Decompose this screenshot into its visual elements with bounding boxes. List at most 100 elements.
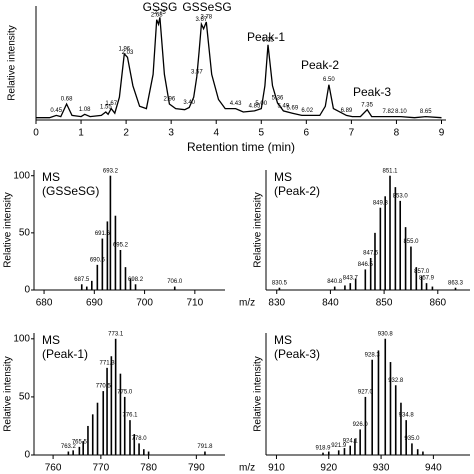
- peak-annotation: Peak-3: [353, 85, 391, 99]
- x-tick-label: 940: [425, 463, 442, 474]
- peak-label: 1.96: [118, 46, 130, 52]
- peak-label: 8.65: [420, 109, 432, 115]
- peak-label: 4.43: [230, 101, 242, 107]
- y-tick-label: 50: [19, 227, 31, 238]
- panel-title: MS: [42, 170, 60, 184]
- panel-title: MS: [274, 170, 292, 184]
- peak-label: 776.1: [122, 413, 138, 419]
- x-tick-label: 790: [188, 463, 205, 474]
- peak-label: 830.5: [272, 280, 288, 286]
- peak-label: 1.55: [100, 105, 112, 111]
- peak-label: 763.2: [61, 444, 77, 450]
- peak-label: 5.49: [278, 103, 290, 109]
- x-tick-label: 760: [45, 463, 62, 474]
- peak-label: 928.3: [365, 352, 381, 358]
- peak-label: 5.36: [272, 95, 284, 101]
- peak-label: 687.5: [74, 277, 90, 283]
- peak-label: 2.03: [122, 50, 134, 56]
- peak-label: 3.57: [191, 69, 203, 75]
- peak-annotation: GSSeSG: [182, 0, 231, 14]
- peak-label: 5.15: [262, 37, 274, 43]
- x-tick-label: 5: [258, 128, 264, 139]
- y-tick-label: 0: [24, 450, 30, 461]
- x-tick-label: 920: [320, 463, 337, 474]
- peak-label: 2.96: [164, 97, 176, 103]
- peak-label: 851.1: [383, 168, 399, 174]
- peak-label: 690.6: [90, 257, 106, 263]
- x-tick-label: 2: [123, 128, 129, 139]
- x-tick-label: 910: [268, 463, 285, 474]
- chromatogram-trace: [36, 17, 442, 119]
- peak-label: 778.0: [132, 436, 148, 442]
- x-tick-label: 770: [93, 463, 110, 474]
- x-tick-label: 860: [429, 298, 446, 309]
- peak-label: 6.50: [323, 77, 335, 83]
- peak-label: 1.67: [105, 101, 117, 107]
- x-tick-label: 3: [168, 128, 174, 139]
- x-axis-label: m/z: [239, 298, 255, 309]
- x-axis-label: m/z: [239, 463, 255, 474]
- peak-label: 855.0: [403, 239, 419, 245]
- peak-label: 0.45: [50, 108, 62, 114]
- peak-label: 5.69: [287, 106, 299, 112]
- peak-label: 0.68: [61, 97, 73, 103]
- peak-label: 847.5: [363, 251, 379, 257]
- peak-label: 2.75: [154, 10, 166, 16]
- peak-label: 934.8: [399, 413, 415, 419]
- peak-label: 3.40: [183, 100, 195, 106]
- peak-label: 3.78: [200, 15, 212, 21]
- x-tick-label: 840: [322, 298, 339, 309]
- x-tick-label: 830: [268, 298, 285, 309]
- x-tick-label: 4: [213, 128, 219, 139]
- panel-subtitle: (Peak-2): [274, 184, 320, 198]
- x-tick-label: 680: [36, 298, 53, 309]
- peak-label: 930.8: [378, 331, 394, 337]
- peak-label: 7.35: [361, 102, 373, 108]
- x-axis-label: Retention time (min): [187, 140, 295, 154]
- y-tick-label: 50: [19, 392, 31, 403]
- y-axis-label: Relative intensity: [253, 356, 264, 432]
- peak-label: 857.0: [414, 269, 430, 275]
- peak-label: 773.1: [108, 331, 124, 337]
- peak-label: 6.02: [301, 108, 313, 114]
- peak-label: 1.08: [79, 107, 91, 113]
- peak-label: 932.8: [388, 378, 404, 384]
- peak-label: 771.3: [100, 360, 116, 366]
- peak-label: 770.5: [96, 384, 112, 390]
- y-tick-label: 100: [13, 170, 30, 181]
- panel-title: MS: [42, 333, 60, 347]
- peak-label: 926.0: [353, 422, 369, 428]
- x-tick-label: 0: [33, 128, 39, 139]
- x-tick-label: 850: [376, 298, 393, 309]
- x-tick-label: 8: [394, 128, 400, 139]
- panel-title: MS: [274, 333, 292, 347]
- peak-label: 695.2: [113, 243, 129, 249]
- y-axis-label: Relative intensity: [253, 192, 264, 268]
- peak-label: 935.0: [404, 436, 420, 442]
- peak-label: 5.00: [255, 101, 267, 107]
- peak-label: 927.0: [358, 389, 374, 395]
- peak-label: 765.5: [72, 439, 88, 445]
- y-axis-label: Relative intensity: [3, 356, 14, 432]
- peak-label: 775.0: [117, 389, 133, 395]
- x-tick-label: 930: [373, 463, 390, 474]
- peak-annotation: Peak-1: [247, 30, 285, 44]
- x-tick-label: 700: [136, 298, 153, 309]
- y-axis-label: Relative intensity: [3, 192, 14, 268]
- panel-subtitle: (Peak-1): [42, 347, 88, 361]
- peak-annotation: GSSG: [143, 0, 178, 14]
- peak-label: 791.8: [197, 444, 213, 450]
- peak-label: 6.89: [341, 108, 353, 114]
- peak-label: 3.67: [196, 17, 208, 23]
- peak-label: 706.0: [167, 279, 183, 285]
- peak-label: 843.7: [343, 276, 359, 282]
- peak-annotation: Peak-2: [301, 58, 339, 72]
- peak-label: 924.1: [343, 438, 359, 444]
- peak-label: 840.8: [327, 279, 343, 285]
- peak-label: 846.5: [358, 262, 374, 268]
- peak-label: 4.85: [249, 103, 261, 109]
- peak-label: 849.3: [373, 200, 389, 206]
- y-tick-label: 100: [13, 333, 30, 344]
- peak-label: 918.9: [316, 445, 332, 451]
